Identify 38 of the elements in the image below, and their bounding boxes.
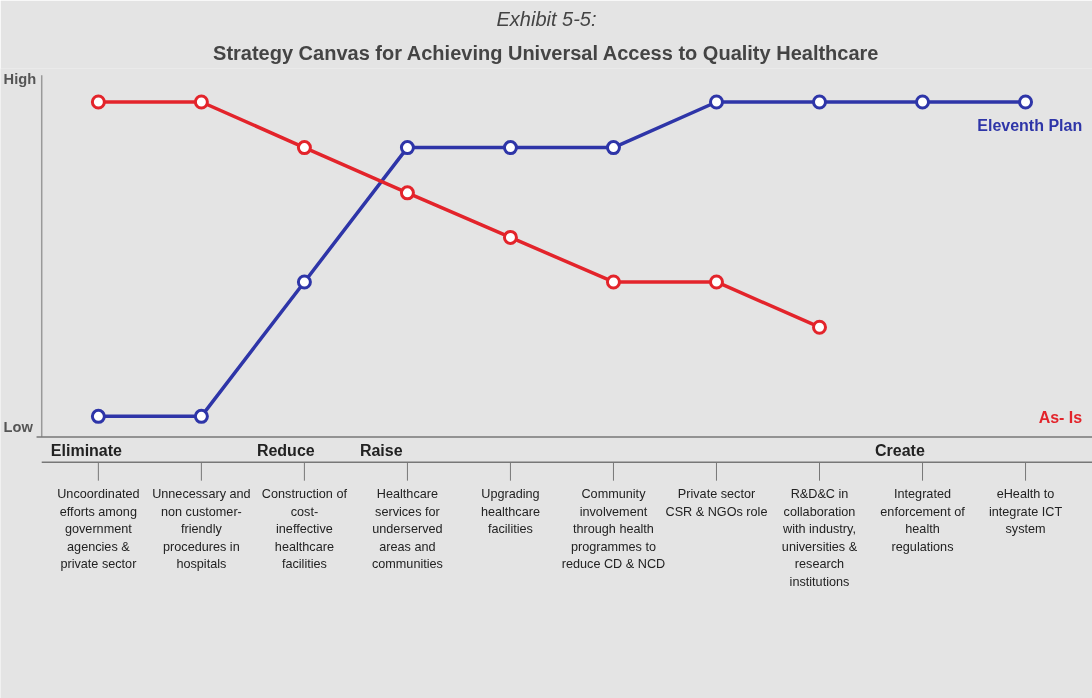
point [90, 94, 106, 110]
x-tick-label: Community involvement through health programmes to reduce CD & NCD [561, 487, 666, 572]
chart-title: Exhibit 5-5: [496, 7, 597, 30]
point [502, 140, 518, 156]
point [502, 229, 518, 245]
point [915, 94, 931, 110]
point [399, 185, 415, 201]
point [193, 94, 209, 110]
point [296, 140, 312, 156]
x-tick-label: Uncoordinated efforts among government agencies & private sector [57, 487, 140, 572]
point [812, 94, 827, 110]
point [296, 274, 312, 290]
text: Eliminate [50, 442, 123, 460]
point [1018, 94, 1034, 110]
text: As- Is [1038, 408, 1083, 426]
x-tick-label: eHealth to integrate ICT system [988, 487, 1063, 537]
x-tick-label: Unnecessary and non customer-friendly procedures in hospitals [152, 487, 251, 572]
series-label: Eleventh Plan [977, 116, 1083, 134]
x-tick-label: Upgrading healthcare facilities [480, 487, 540, 537]
text: Raise [359, 442, 403, 460]
point [708, 94, 724, 110]
x-tick-label: Healthcare services for underserved areas and communities [371, 487, 443, 572]
chart-subtitle: Strategy Canvas for Achieving Universal Access to Quality Healthcare [213, 41, 879, 64]
text: Reduce [256, 442, 315, 460]
point [812, 319, 827, 335]
point [399, 140, 415, 156]
point [193, 408, 209, 424]
text: Create [875, 442, 925, 460]
x-tick-label: Private sector CSR & NGOs role [665, 487, 768, 519]
x-tick-label: Construction of cost-ineffective healthcare facilities [261, 487, 348, 572]
x-tick-label: Integrated enforcement of health regulations [880, 487, 966, 554]
point [605, 140, 621, 156]
text: Low [3, 419, 34, 436]
point [90, 408, 106, 424]
point [605, 274, 621, 290]
text: High [3, 70, 37, 87]
x-tick-label: R&D&C in collaboration with industry, universities & research institutions [781, 487, 858, 589]
point [708, 274, 724, 290]
